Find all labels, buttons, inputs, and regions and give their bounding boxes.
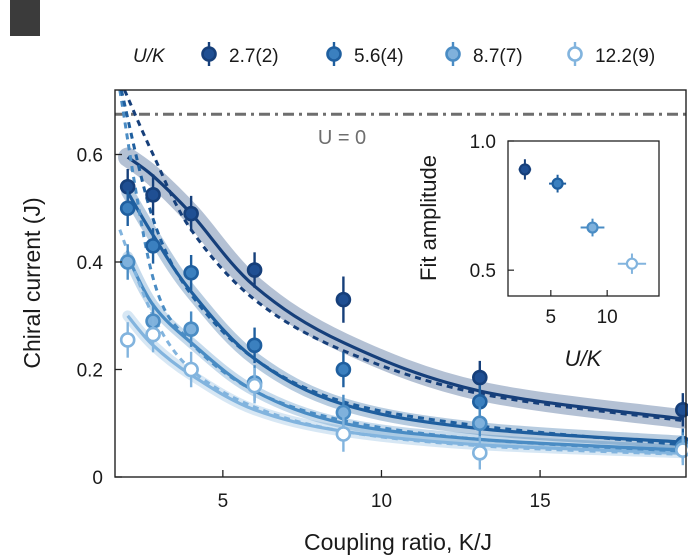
y-tick-label: 0.6 [77,146,103,167]
data-point-series-4 [119,332,136,348]
inset-x-tick-label: 5 [546,307,557,328]
model-dashed-line-1 [123,90,683,423]
data-point-series-1 [246,262,263,278]
main-plot: 5 10 15 0 0.2 0.4 0.6 Coupling ratio, K/J Chi… [19,89,688,555]
legend: U/K 2.7(2) 5.6(4) 8.7(7) 12.2(9) [133,42,655,67]
theory-line-1 [126,155,684,421]
data-point-series-2 [119,200,136,217]
x-axis-label: Coupling ratio, K/J [304,529,492,555]
inset-data-point-3 [586,221,599,234]
x-tick-label: 15 [530,491,551,512]
data-point-series-1 [472,369,488,386]
legend-label: 12.2(9) [595,46,655,67]
plot-frame [114,89,687,478]
inset-data-point-4 [625,257,639,270]
data-point-series-2 [183,264,199,281]
legend-label: 2.7(2) [229,46,279,67]
data-point-series-1 [335,291,352,308]
panel-label-tab [10,0,40,36]
inset-y-axis-label: Fit amplitude [416,155,441,281]
data-point-series-1 [183,205,199,222]
inset-data-point-2 [551,177,564,190]
y-tick-label: 0.4 [77,253,104,274]
legend-title: U/K [133,46,166,67]
legend-label: 5.6(4) [354,46,404,67]
inset-y-tick-label: 0.5 [470,261,496,282]
data-point-series-2 [472,393,488,410]
data-point-series-4 [472,445,488,461]
model-dashed-line-2 [119,90,683,447]
y-tick-label: 0 [92,468,103,489]
x-tick-label: 10 [371,491,392,512]
data-point-series-3 [119,254,136,270]
inset-x-axis-label: U/K [565,346,603,371]
x-tick-label: 5 [218,491,229,512]
inset-plot: 5 10 0.5 1.0 Fit amplitude U/K [416,132,660,371]
data-point-series-3 [183,321,199,337]
reference-line-label: U = 0 [318,127,366,149]
inset-data-point-1 [518,163,532,176]
data-point-series-2 [335,361,352,378]
data-point-series-3 [472,415,488,432]
data-point-series-2 [145,238,161,254]
legend-marker [445,46,461,62]
data-point-series-2 [246,337,263,354]
data-point-series-4 [183,361,199,378]
data-point-series-1 [675,402,688,418]
legend-marker [567,46,583,62]
legend-label: 8.7(7) [473,46,523,67]
legend-marker [201,46,217,62]
data-point-series-1 [145,187,161,203]
inset-y-tick-label: 1.0 [470,132,496,153]
data-point-series-4 [246,377,263,394]
data-point-series-4 [335,426,352,442]
data-point-series-4 [675,442,688,458]
y-axis-label: Chiral current (J) [19,197,45,368]
legend-marker [326,46,342,62]
data-point-series-4 [145,326,161,343]
inset-frame [507,140,660,297]
inset-x-tick-label: 10 [597,307,618,328]
y-tick-label: 0.2 [77,361,103,382]
